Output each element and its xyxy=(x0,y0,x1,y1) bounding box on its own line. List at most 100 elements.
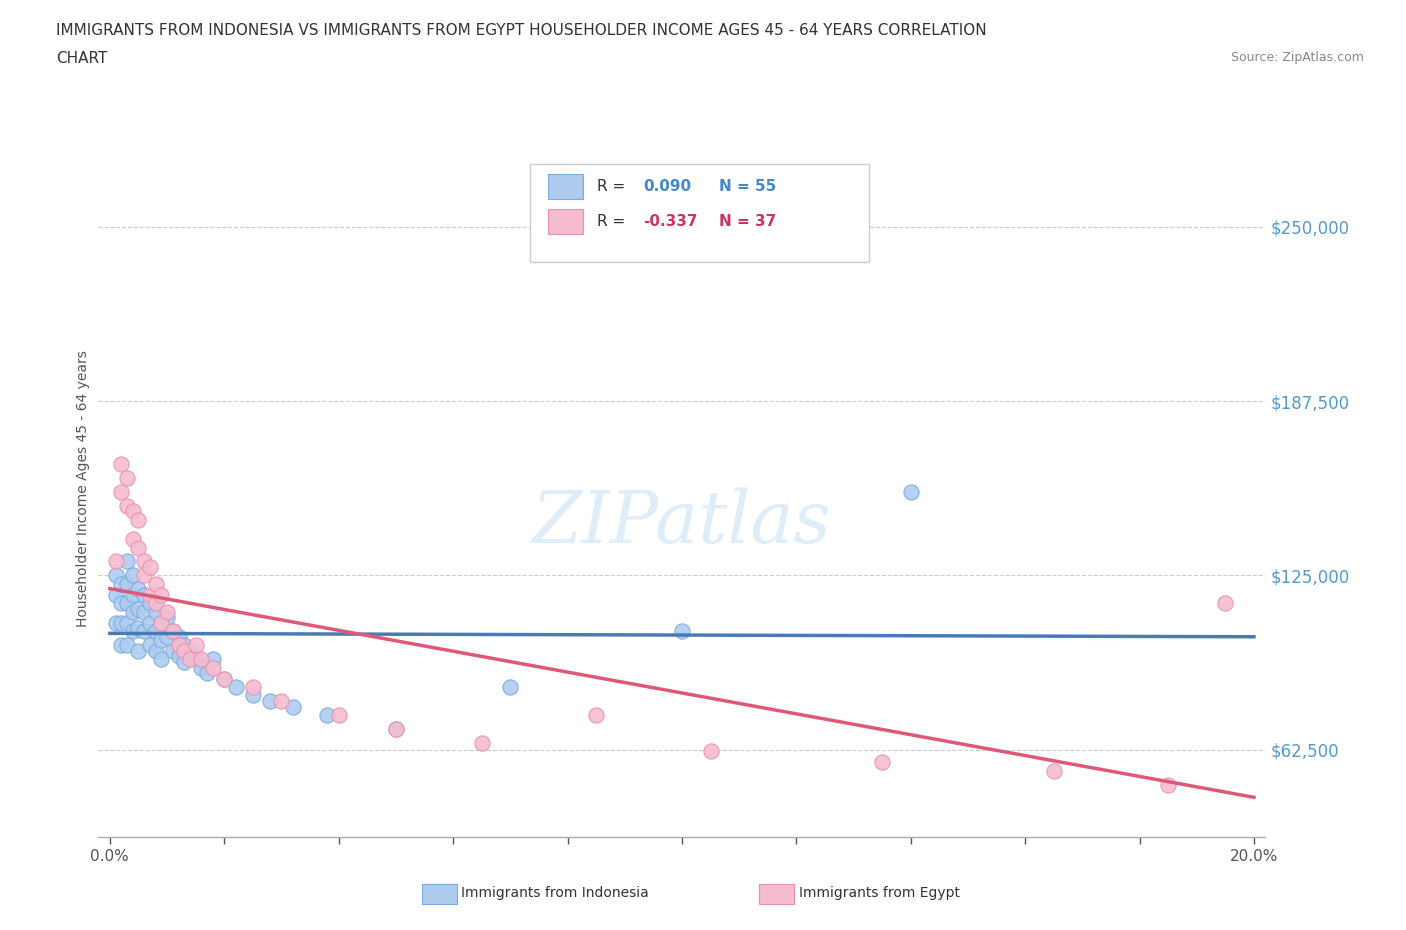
Point xyxy=(145,604,167,619)
Point xyxy=(127,540,149,555)
Point xyxy=(385,722,408,737)
Point xyxy=(115,471,138,485)
Point xyxy=(145,624,167,639)
Point xyxy=(167,649,190,664)
Point xyxy=(110,577,132,591)
Point xyxy=(121,532,143,547)
Point xyxy=(201,652,224,667)
Point xyxy=(104,568,127,583)
Point xyxy=(385,722,408,737)
Point xyxy=(145,577,167,591)
Point xyxy=(127,644,149,658)
Point xyxy=(110,638,132,653)
FancyBboxPatch shape xyxy=(548,209,582,233)
Point xyxy=(184,638,207,653)
Point xyxy=(115,616,138,631)
Point xyxy=(110,616,132,631)
Point xyxy=(201,660,224,675)
Point xyxy=(173,655,195,670)
Point xyxy=(585,708,607,723)
Point xyxy=(134,554,156,569)
Point xyxy=(190,660,212,675)
Point xyxy=(121,624,143,639)
Point xyxy=(156,604,179,619)
Point xyxy=(150,616,173,631)
Point xyxy=(104,616,127,631)
Point xyxy=(242,680,264,695)
Y-axis label: Householder Income Ages 45 - 64 years: Householder Income Ages 45 - 64 years xyxy=(76,350,90,627)
Point xyxy=(121,568,143,583)
Text: N = 55: N = 55 xyxy=(720,179,776,194)
Point xyxy=(328,708,350,723)
Point xyxy=(270,694,292,709)
Point xyxy=(139,596,162,611)
Text: IMMIGRANTS FROM INDONESIA VS IMMIGRANTS FROM EGYPT HOUSEHOLDER INCOME AGES 45 - : IMMIGRANTS FROM INDONESIA VS IMMIGRANTS … xyxy=(56,23,987,38)
Text: R =: R = xyxy=(596,214,630,229)
Point xyxy=(471,736,494,751)
Point xyxy=(115,638,138,653)
Text: CHART: CHART xyxy=(56,51,108,66)
Point xyxy=(134,588,156,603)
Point xyxy=(259,694,281,709)
Point xyxy=(156,610,179,625)
Point xyxy=(156,630,179,644)
Point xyxy=(150,588,173,603)
Point xyxy=(214,671,236,686)
Point xyxy=(281,699,304,714)
Point xyxy=(121,504,143,519)
Point xyxy=(121,604,143,619)
Point xyxy=(162,644,184,658)
Point xyxy=(167,638,190,653)
Point xyxy=(134,604,156,619)
Text: Source: ZipAtlas.com: Source: ZipAtlas.com xyxy=(1230,51,1364,64)
Point xyxy=(139,616,162,631)
Point xyxy=(179,644,201,658)
Point xyxy=(150,652,173,667)
Point xyxy=(134,624,156,639)
Point xyxy=(145,596,167,611)
Point xyxy=(162,624,184,639)
FancyBboxPatch shape xyxy=(548,175,582,199)
Point xyxy=(145,644,167,658)
Point xyxy=(214,671,236,686)
Point xyxy=(139,588,162,603)
Point xyxy=(699,744,721,759)
Point xyxy=(184,652,207,667)
Text: Immigrants from Egypt: Immigrants from Egypt xyxy=(799,885,960,900)
Point xyxy=(900,485,922,499)
FancyBboxPatch shape xyxy=(530,164,869,261)
Text: 0.090: 0.090 xyxy=(644,179,692,194)
Point xyxy=(115,596,138,611)
Point xyxy=(127,512,149,527)
Point xyxy=(671,624,693,639)
Point xyxy=(127,582,149,597)
Point xyxy=(110,457,132,472)
Point xyxy=(179,652,201,667)
Point xyxy=(1157,777,1180,792)
Point xyxy=(167,630,190,644)
Point xyxy=(104,554,127,569)
Point xyxy=(190,652,212,667)
Point xyxy=(173,638,195,653)
Point xyxy=(115,554,138,569)
Point xyxy=(150,616,173,631)
Point xyxy=(121,588,143,603)
Text: Immigrants from Indonesia: Immigrants from Indonesia xyxy=(461,885,650,900)
Text: N = 37: N = 37 xyxy=(720,214,776,229)
Point xyxy=(173,644,195,658)
Point xyxy=(115,498,138,513)
Point xyxy=(139,560,162,575)
Text: R =: R = xyxy=(596,179,630,194)
Point xyxy=(115,577,138,591)
Point xyxy=(1215,596,1237,611)
Point xyxy=(499,680,522,695)
Point xyxy=(225,680,247,695)
Point xyxy=(134,568,156,583)
Point xyxy=(110,596,132,611)
Point xyxy=(150,632,173,647)
Point xyxy=(242,688,264,703)
Point xyxy=(110,485,132,499)
Text: -0.337: -0.337 xyxy=(644,214,697,229)
Point xyxy=(870,755,893,770)
Text: ZIPatlas: ZIPatlas xyxy=(531,488,832,558)
